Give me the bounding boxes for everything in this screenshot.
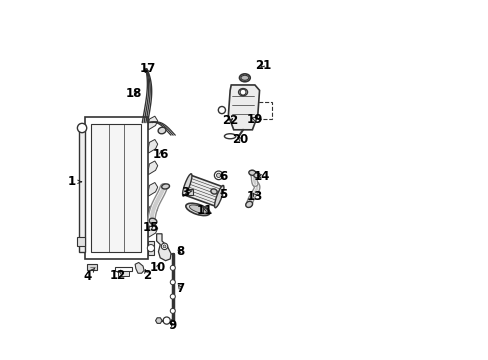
Bar xyxy=(186,189,192,195)
Bar xyxy=(115,267,132,271)
Polygon shape xyxy=(156,234,171,261)
Text: 16: 16 xyxy=(153,148,169,161)
Ellipse shape xyxy=(214,185,224,208)
Circle shape xyxy=(218,107,225,114)
Text: 15: 15 xyxy=(143,221,159,234)
Bar xyxy=(257,102,271,119)
Ellipse shape xyxy=(162,184,169,189)
Polygon shape xyxy=(228,85,259,130)
Text: 22: 22 xyxy=(222,114,238,127)
Bar xyxy=(91,124,141,252)
Polygon shape xyxy=(155,318,162,323)
Polygon shape xyxy=(148,183,158,196)
Text: 6: 6 xyxy=(219,170,226,183)
Bar xyxy=(79,125,85,252)
Circle shape xyxy=(170,309,175,314)
Circle shape xyxy=(161,243,167,249)
Ellipse shape xyxy=(158,127,165,134)
Ellipse shape xyxy=(185,203,209,216)
Text: 3: 3 xyxy=(181,186,192,199)
Bar xyxy=(77,237,85,246)
Circle shape xyxy=(170,294,175,299)
Bar xyxy=(117,271,129,276)
Bar xyxy=(87,264,97,270)
Text: 10: 10 xyxy=(149,261,165,274)
Ellipse shape xyxy=(239,74,250,82)
Polygon shape xyxy=(148,116,158,130)
Circle shape xyxy=(170,265,175,270)
Text: 18: 18 xyxy=(125,87,142,100)
Polygon shape xyxy=(148,204,158,218)
Ellipse shape xyxy=(182,174,192,196)
Text: 5: 5 xyxy=(219,188,226,201)
Bar xyxy=(147,241,154,255)
Text: 1: 1 xyxy=(67,175,81,188)
Text: 7: 7 xyxy=(176,282,184,295)
Circle shape xyxy=(240,89,245,95)
Text: 20: 20 xyxy=(232,132,248,145)
Polygon shape xyxy=(148,139,158,153)
Ellipse shape xyxy=(241,75,248,80)
Circle shape xyxy=(147,244,154,252)
Text: 9: 9 xyxy=(168,319,177,332)
Ellipse shape xyxy=(238,89,247,96)
Polygon shape xyxy=(148,161,158,175)
Text: 4: 4 xyxy=(83,268,95,283)
Polygon shape xyxy=(183,175,223,206)
Circle shape xyxy=(163,317,170,324)
Text: 11: 11 xyxy=(196,204,212,217)
Ellipse shape xyxy=(245,201,252,207)
Circle shape xyxy=(216,173,221,177)
Ellipse shape xyxy=(224,134,235,139)
Ellipse shape xyxy=(210,189,217,194)
Ellipse shape xyxy=(248,170,255,175)
Text: 2: 2 xyxy=(142,269,151,282)
Text: 8: 8 xyxy=(176,244,184,257)
Text: 14: 14 xyxy=(253,170,269,183)
Circle shape xyxy=(163,245,165,248)
Text: 17: 17 xyxy=(139,62,156,75)
Text: 12: 12 xyxy=(110,269,126,282)
Circle shape xyxy=(214,171,223,180)
Circle shape xyxy=(170,280,175,285)
Text: 13: 13 xyxy=(246,190,263,203)
Ellipse shape xyxy=(189,205,209,214)
Polygon shape xyxy=(135,262,144,273)
Ellipse shape xyxy=(149,218,157,224)
Text: 19: 19 xyxy=(246,113,263,126)
Ellipse shape xyxy=(253,173,260,178)
Text: 21: 21 xyxy=(255,59,271,72)
Polygon shape xyxy=(148,224,158,237)
Circle shape xyxy=(77,123,86,133)
Bar xyxy=(85,117,147,259)
